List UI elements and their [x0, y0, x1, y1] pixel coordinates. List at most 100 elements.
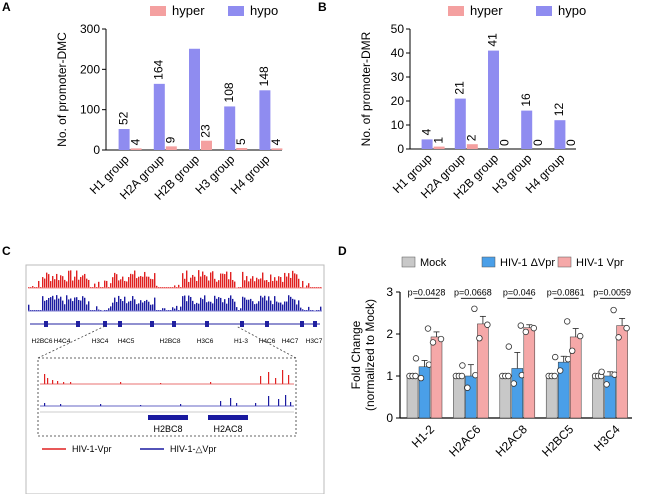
blue-track-bar	[62, 301, 63, 311]
legend-label-hyper: hyper	[470, 3, 503, 18]
zoom-red-bar	[288, 375, 289, 384]
red-track-bar	[190, 278, 191, 288]
gene-label-top: H4C5	[118, 338, 135, 345]
gene-label-top: H1-3	[234, 338, 248, 345]
gene-block	[265, 321, 269, 327]
blue-track-bar	[78, 300, 79, 311]
blue-track-bar	[28, 305, 29, 311]
red-track-bar	[144, 272, 145, 288]
red-track-bar	[244, 280, 245, 288]
blue-track-bar	[228, 298, 229, 311]
red-track-bar	[262, 273, 263, 288]
data-point	[465, 385, 471, 391]
red-track-bar	[204, 275, 205, 288]
red-track-bar	[110, 283, 111, 288]
data-label-hyper: 0	[531, 139, 545, 146]
data-label-hypo: 12	[552, 103, 566, 117]
gene-label-top: H3C7	[306, 338, 323, 345]
legend-label-hyper: hyper	[172, 3, 205, 18]
data-point	[418, 375, 424, 381]
blue-track-bar	[262, 297, 263, 311]
p-value-label: p=0.0668	[454, 287, 492, 297]
red-track-bar	[50, 281, 51, 288]
red-track-bar	[218, 280, 219, 288]
red-track-bar	[138, 277, 139, 288]
blue-track-bar	[284, 301, 285, 311]
x-tick-label: H2BC5	[539, 422, 576, 459]
red-track-bar	[226, 272, 227, 288]
blue-track-bar	[260, 296, 261, 311]
red-track-bar	[146, 277, 147, 288]
zoom-blue-bar	[220, 401, 221, 406]
gene-label-top: H2BC8	[160, 338, 181, 345]
red-track-bar	[44, 279, 45, 288]
red-track-bar	[220, 274, 221, 288]
data-label-hypo: 4	[419, 128, 433, 135]
red-track-bar	[56, 274, 57, 288]
blue-track-bar	[186, 301, 187, 311]
y-tick-label: 20	[391, 94, 405, 108]
red-track-bar	[88, 280, 89, 288]
blue-track-bar	[42, 296, 43, 311]
data-point	[552, 354, 558, 360]
red-track-bar	[52, 276, 53, 288]
blue-track-bar	[134, 299, 135, 311]
y-tick-label: 0	[397, 142, 404, 156]
blue-track-bar	[84, 298, 85, 311]
red-track-bar	[232, 280, 233, 288]
blue-track-bar	[212, 303, 213, 311]
red-track-bar	[252, 276, 253, 288]
red-track-bar	[196, 281, 197, 288]
gene-block	[103, 321, 107, 327]
red-track-bar	[84, 274, 85, 288]
red-track-bar	[120, 279, 121, 288]
data-label-hyper: 1	[431, 137, 445, 144]
blue-track-bar	[272, 304, 273, 311]
bar-2	[524, 328, 535, 418]
blue-track-bar	[278, 303, 279, 311]
blue-track-bar	[96, 306, 97, 311]
red-track-bar	[118, 280, 119, 288]
blue-track-bar	[320, 307, 321, 311]
red-track-bar	[114, 273, 115, 288]
zoom-blue-bar	[230, 398, 231, 406]
y-tick-label: 10	[391, 118, 405, 132]
red-track-bar	[74, 277, 75, 288]
blue-track-bar	[56, 295, 57, 311]
blue-track-bar	[122, 301, 123, 311]
red-track-bar	[248, 281, 249, 288]
red-track-bar	[116, 274, 117, 288]
blue-track-bar	[196, 303, 197, 311]
blue-track-bar	[154, 298, 155, 311]
blue-track-bar	[82, 296, 83, 311]
bar-hyper	[166, 146, 177, 150]
gene-block	[205, 321, 209, 327]
red-track-bar	[214, 279, 215, 288]
y-axis-title: Fold Change	[349, 320, 363, 389]
red-track-bar	[142, 277, 143, 288]
red-track-bar	[274, 277, 275, 288]
zoom-red-bar	[260, 376, 261, 384]
gene-block	[313, 321, 317, 327]
blue-track-bar	[216, 299, 217, 311]
red-track-bar	[210, 272, 211, 288]
blue-track-bar	[248, 300, 249, 311]
blue-track-bar	[172, 307, 173, 311]
red-track-bar	[266, 280, 267, 288]
p-value-label: p=0.0428	[408, 287, 446, 297]
blue-track-bar	[48, 298, 49, 311]
blue-track-bar	[86, 304, 87, 311]
blue-track-bar	[204, 295, 205, 311]
red-track-bar	[292, 271, 293, 288]
y-tick-label: 50	[391, 22, 405, 36]
blue-track-bar	[218, 297, 219, 311]
red-track-bar	[130, 274, 131, 288]
legend-swatch-hyper	[150, 6, 166, 16]
blue-track-bar	[236, 307, 237, 311]
blue-track-bar	[226, 304, 227, 311]
blue-track-bar	[144, 301, 145, 311]
red-track-bar	[152, 279, 153, 288]
blue-track-bar	[142, 302, 143, 311]
red-track-bar	[46, 273, 47, 288]
